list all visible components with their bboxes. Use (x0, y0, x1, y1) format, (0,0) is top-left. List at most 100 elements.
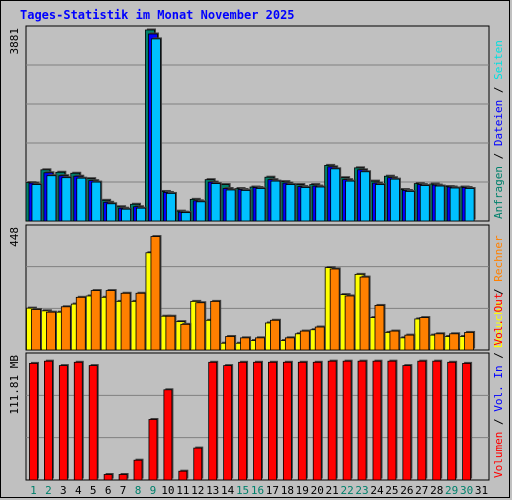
bar-volumen-day-7 (118, 474, 128, 481)
x-tick-label: 8 (135, 484, 142, 497)
legend-item: Vol. In (492, 365, 505, 411)
bar-seiten-day-6 (106, 203, 117, 222)
bar-rechner-day-28 (434, 333, 445, 351)
bar-rechner-day-23 (359, 276, 370, 351)
x-tick-label: 17 (266, 484, 279, 497)
legend-item: Besuche (492, 302, 505, 348)
bar-rechner-day-18 (284, 337, 295, 351)
bar-volumen-day-1 (29, 362, 38, 481)
bar-seiten-day-23 (360, 171, 370, 222)
bar-seiten-day-10 (165, 193, 176, 222)
bar-volumen-day-5 (88, 365, 98, 481)
x-tick-label: 11 (176, 484, 189, 497)
bar-rechner-day-10 (165, 315, 176, 351)
bar-seiten-day-4 (76, 177, 87, 222)
bar-rechner-day-26 (404, 334, 415, 351)
bar-volumen-day-6 (103, 474, 113, 481)
bar-volumen-day-10 (163, 389, 173, 481)
bar-rechner-day-25 (389, 330, 400, 351)
chart-title: Tages-Statistik im Monat November 2025 (20, 8, 295, 22)
bar-seiten-day-8 (136, 207, 146, 222)
bar-rechner-day-19 (299, 330, 310, 351)
bar-rechner-day-4 (75, 296, 86, 351)
x-tick-label: 13 (206, 484, 219, 497)
bar-seiten-day-22 (345, 180, 356, 222)
y-max-label: 448 (8, 227, 21, 247)
x-tick-label: 20 (311, 484, 324, 497)
bar-volumen-day-3 (58, 365, 68, 481)
bar-seiten-day-1 (31, 184, 42, 222)
legend-panel-1: Anfragen / Dateien / Seiten (492, 40, 505, 219)
bar-seiten-day-17 (270, 180, 281, 222)
bar-volumen-day-28 (432, 360, 442, 481)
bar-volumen-day-21 (327, 360, 337, 481)
x-tick-label: 2 (45, 484, 52, 497)
bar-rechner-day-8 (135, 292, 146, 351)
bar-seiten-day-5 (91, 181, 102, 222)
bar-volumen-day-27 (417, 360, 427, 481)
x-tick-label: 27 (415, 484, 428, 497)
bar-rechner-day-11 (180, 323, 191, 351)
bar-volumen-day-12 (193, 447, 203, 481)
legend-panel-2: Besuche / Rechner (492, 235, 505, 348)
bar-rechner-day-17 (270, 319, 280, 351)
legend-item: Seiten (492, 40, 505, 80)
bar-seiten-day-20 (315, 186, 326, 222)
x-tick-label: 24 (370, 484, 384, 497)
bar-volumen-day-22 (342, 360, 352, 481)
bar-rechner-day-30 (464, 332, 474, 351)
bar-volumen-day-19 (297, 361, 307, 481)
bar-volumen-day-30 (462, 362, 471, 481)
bar-volumen-day-17 (268, 361, 277, 481)
bar-volumen-day-26 (402, 365, 412, 481)
x-tick-label: 6 (105, 484, 112, 497)
x-tick-label: 1 (30, 484, 37, 497)
x-tick-label: 30 (460, 484, 473, 497)
x-tick-label: 12 (191, 484, 204, 497)
legend-item: Dateien (492, 100, 505, 146)
bar-seiten-day-18 (285, 184, 296, 222)
x-tick-label: 14 (221, 484, 235, 497)
bar-rechner-day-22 (344, 295, 355, 351)
panel-3: 111.81 MB Volumen / Vol. In / Vol. Out (8, 293, 505, 481)
legend-panel-3: Volumen / Vol. In / Vol. Out (492, 293, 505, 478)
bar-seiten-day-2 (46, 175, 57, 222)
x-tick-label: 4 (75, 484, 82, 497)
bar-seiten-day-14 (225, 189, 236, 222)
bar-volumen-day-8 (133, 459, 143, 481)
bar-seiten-day-21 (330, 168, 341, 222)
x-tick-label: 7 (120, 484, 127, 497)
bar-volumen-day-23 (357, 360, 367, 481)
bar-seiten-day-13 (210, 183, 221, 222)
legend-item: Anfragen (492, 166, 505, 219)
bar-volumen-day-2 (44, 360, 53, 481)
x-tick-label: 25 (385, 484, 398, 497)
bar-rechner-day-20 (314, 326, 325, 351)
legend-item: Volumen (492, 432, 505, 478)
bar-seiten-day-26 (404, 191, 415, 222)
bar-rechner-day-24 (374, 305, 385, 351)
x-tick-label: 19 (296, 484, 309, 497)
bar-seiten-day-19 (300, 187, 311, 222)
x-tick-label: 16 (251, 484, 264, 497)
x-tick-label: 22 (340, 484, 353, 497)
bar-seiten-day-16 (255, 188, 266, 222)
bar-rechner-day-16 (255, 337, 265, 351)
bar-volumen-day-4 (73, 361, 83, 481)
bar-seiten-day-24 (375, 184, 385, 222)
x-tick-label: 18 (281, 484, 294, 497)
x-tick-label: 10 (161, 484, 174, 497)
bar-rechner-day-6 (105, 290, 116, 351)
bar-seiten-day-30 (464, 188, 475, 222)
x-tick-label: 28 (430, 484, 443, 497)
bar-volumen-day-11 (178, 470, 188, 481)
bar-seiten-day-9 (151, 38, 161, 222)
x-tick-label: 9 (150, 484, 157, 497)
bar-rechner-day-13 (210, 300, 221, 351)
bar-volumen-day-18 (282, 361, 292, 481)
legend-item: Rechner (492, 235, 505, 282)
bar-rechner-day-7 (120, 292, 131, 351)
bar-rechner-day-1 (31, 309, 41, 351)
